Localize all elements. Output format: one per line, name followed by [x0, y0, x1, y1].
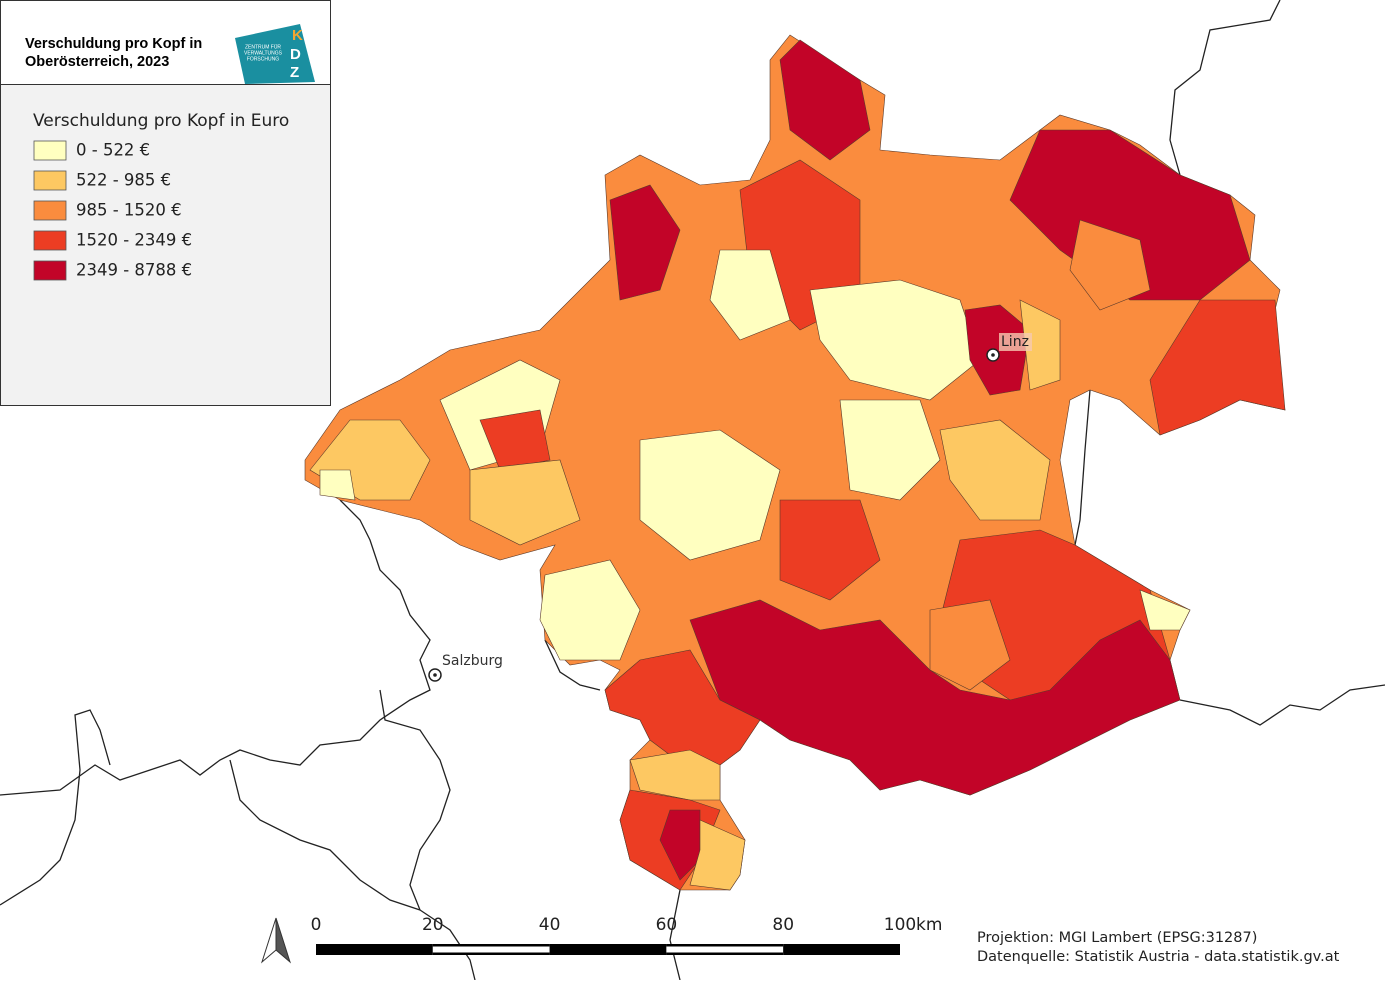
region: [1009, 129, 1251, 301]
scale-segment: [666, 946, 784, 953]
region: [319, 469, 356, 501]
region: [939, 419, 1051, 521]
region: [1149, 299, 1286, 436]
region: [639, 429, 781, 561]
legend-label: 985 - 1520 €: [76, 201, 182, 220]
region: [709, 249, 791, 341]
legend-swatch: [33, 140, 67, 161]
legend-title: Verschuldung pro Kopf in Euro: [33, 111, 289, 131]
logo-letter: D: [290, 46, 301, 63]
logo-letter: Z: [290, 64, 299, 81]
region: [629, 749, 721, 801]
region: [604, 649, 761, 771]
place-marker: [991, 353, 995, 357]
region: [779, 499, 881, 601]
legend-label: 0 - 522 €: [76, 141, 150, 160]
legend-swatch: [33, 260, 67, 281]
legend: 0 - 522 € 522 - 985 € 985 - 1520 € 1520 - 2…: [33, 140, 192, 281]
region: [1019, 299, 1061, 391]
region: [839, 399, 941, 501]
north-arrow: [260, 917, 292, 964]
region: [689, 599, 1181, 796]
region: [1069, 219, 1151, 311]
scale-label: 20: [422, 915, 444, 935]
region: [929, 599, 1011, 691]
title: Oberösterreich, 2023: [25, 54, 169, 70]
legend-label: 522 - 985 €: [76, 171, 171, 190]
footer-note: Projektion: MGI Lambert (EPSG:31287): [977, 930, 1257, 946]
logo: K D Z ZENTRUM FÜR VERWALTUNGS FORSCHUNG: [235, 24, 315, 84]
place-marker: [433, 673, 437, 677]
region: [479, 409, 551, 471]
scale-label: 80: [772, 915, 794, 935]
scale-bar: 0 20 40 60 80 100 km: [311, 915, 942, 955]
title: Verschuldung pro Kopf in: [25, 36, 202, 52]
place-markers: Linz Salzburg: [428, 333, 1032, 682]
scale-label: 100: [884, 915, 916, 935]
scale-segment: [316, 944, 433, 955]
region: [469, 459, 581, 546]
region: [689, 819, 746, 891]
region: [659, 809, 701, 881]
north-arrow-half: [275, 917, 292, 964]
logo-background: [235, 24, 315, 84]
scale-unit: km: [916, 915, 942, 935]
legend-swatch: [33, 170, 67, 191]
region: [609, 184, 681, 301]
scale-label: 40: [539, 915, 561, 935]
logo-text: FORSCHUNG: [247, 56, 279, 62]
legend-swatch: [33, 230, 67, 251]
logo-text: VERWALTUNGS: [244, 50, 283, 56]
scale-segment: [549, 944, 667, 955]
legend-swatch: [33, 200, 67, 221]
scale-label: 60: [656, 915, 678, 935]
footer-note: Datenquelle: Statistik Austria - data.st…: [977, 949, 1340, 965]
region: [539, 559, 641, 661]
region: [809, 279, 981, 401]
place-label: Linz: [1001, 334, 1029, 350]
scale-label: 0: [311, 915, 322, 935]
region: [1139, 589, 1191, 631]
municipalities: [304, 34, 1286, 891]
logo-letter: K: [292, 27, 303, 44]
legend-label: 2349 - 8788 €: [76, 261, 192, 280]
scale-segment: [783, 944, 900, 955]
label-halo: [999, 333, 1032, 351]
place-label: Salzburg: [442, 653, 503, 669]
region: [779, 39, 871, 161]
scale-segment: [432, 946, 550, 953]
logo-text: ZENTRUM FÜR: [245, 43, 281, 50]
legend-label: 1520 - 2349 €: [76, 231, 192, 250]
